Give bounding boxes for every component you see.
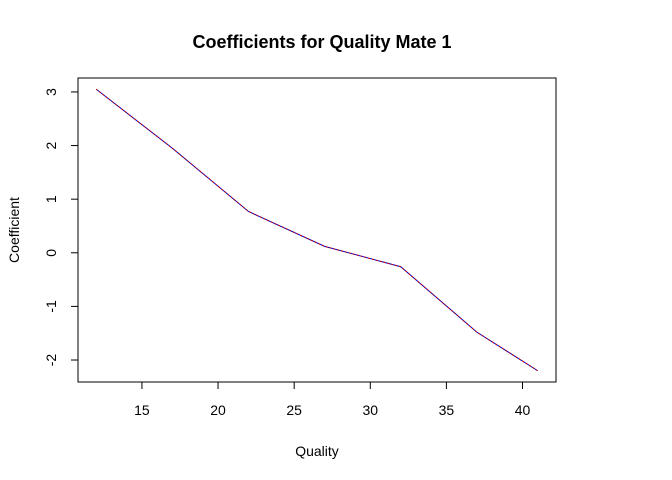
series-line-1 <box>95 88 538 372</box>
y-tick-label: 2 <box>43 141 59 149</box>
x-axis: 15 20 25 30 35 40 <box>134 381 531 418</box>
x-tick-label: 30 <box>362 402 378 418</box>
x-tick-label: 40 <box>515 402 531 418</box>
chart-title: Coefficients for Quality Mate 1 <box>192 32 451 52</box>
x-axis-label: Quality <box>295 443 339 459</box>
y-tick-label: -2 <box>43 354 59 367</box>
x-tick-label: 20 <box>210 402 226 418</box>
y-tick-label: 3 <box>43 88 59 96</box>
y-tick-label: 0 <box>43 249 59 257</box>
x-tick-label: 15 <box>134 402 150 418</box>
y-tick-label: 1 <box>43 195 59 203</box>
series-layer <box>95 88 538 372</box>
x-tick-label: 35 <box>439 402 455 418</box>
series-line-2 <box>95 88 538 372</box>
y-axis: -2 -1 0 1 2 3 <box>43 88 79 367</box>
x-tick-label: 25 <box>286 402 302 418</box>
y-axis-label: Coefficient <box>6 197 22 263</box>
y-tick-label: -1 <box>43 300 59 313</box>
